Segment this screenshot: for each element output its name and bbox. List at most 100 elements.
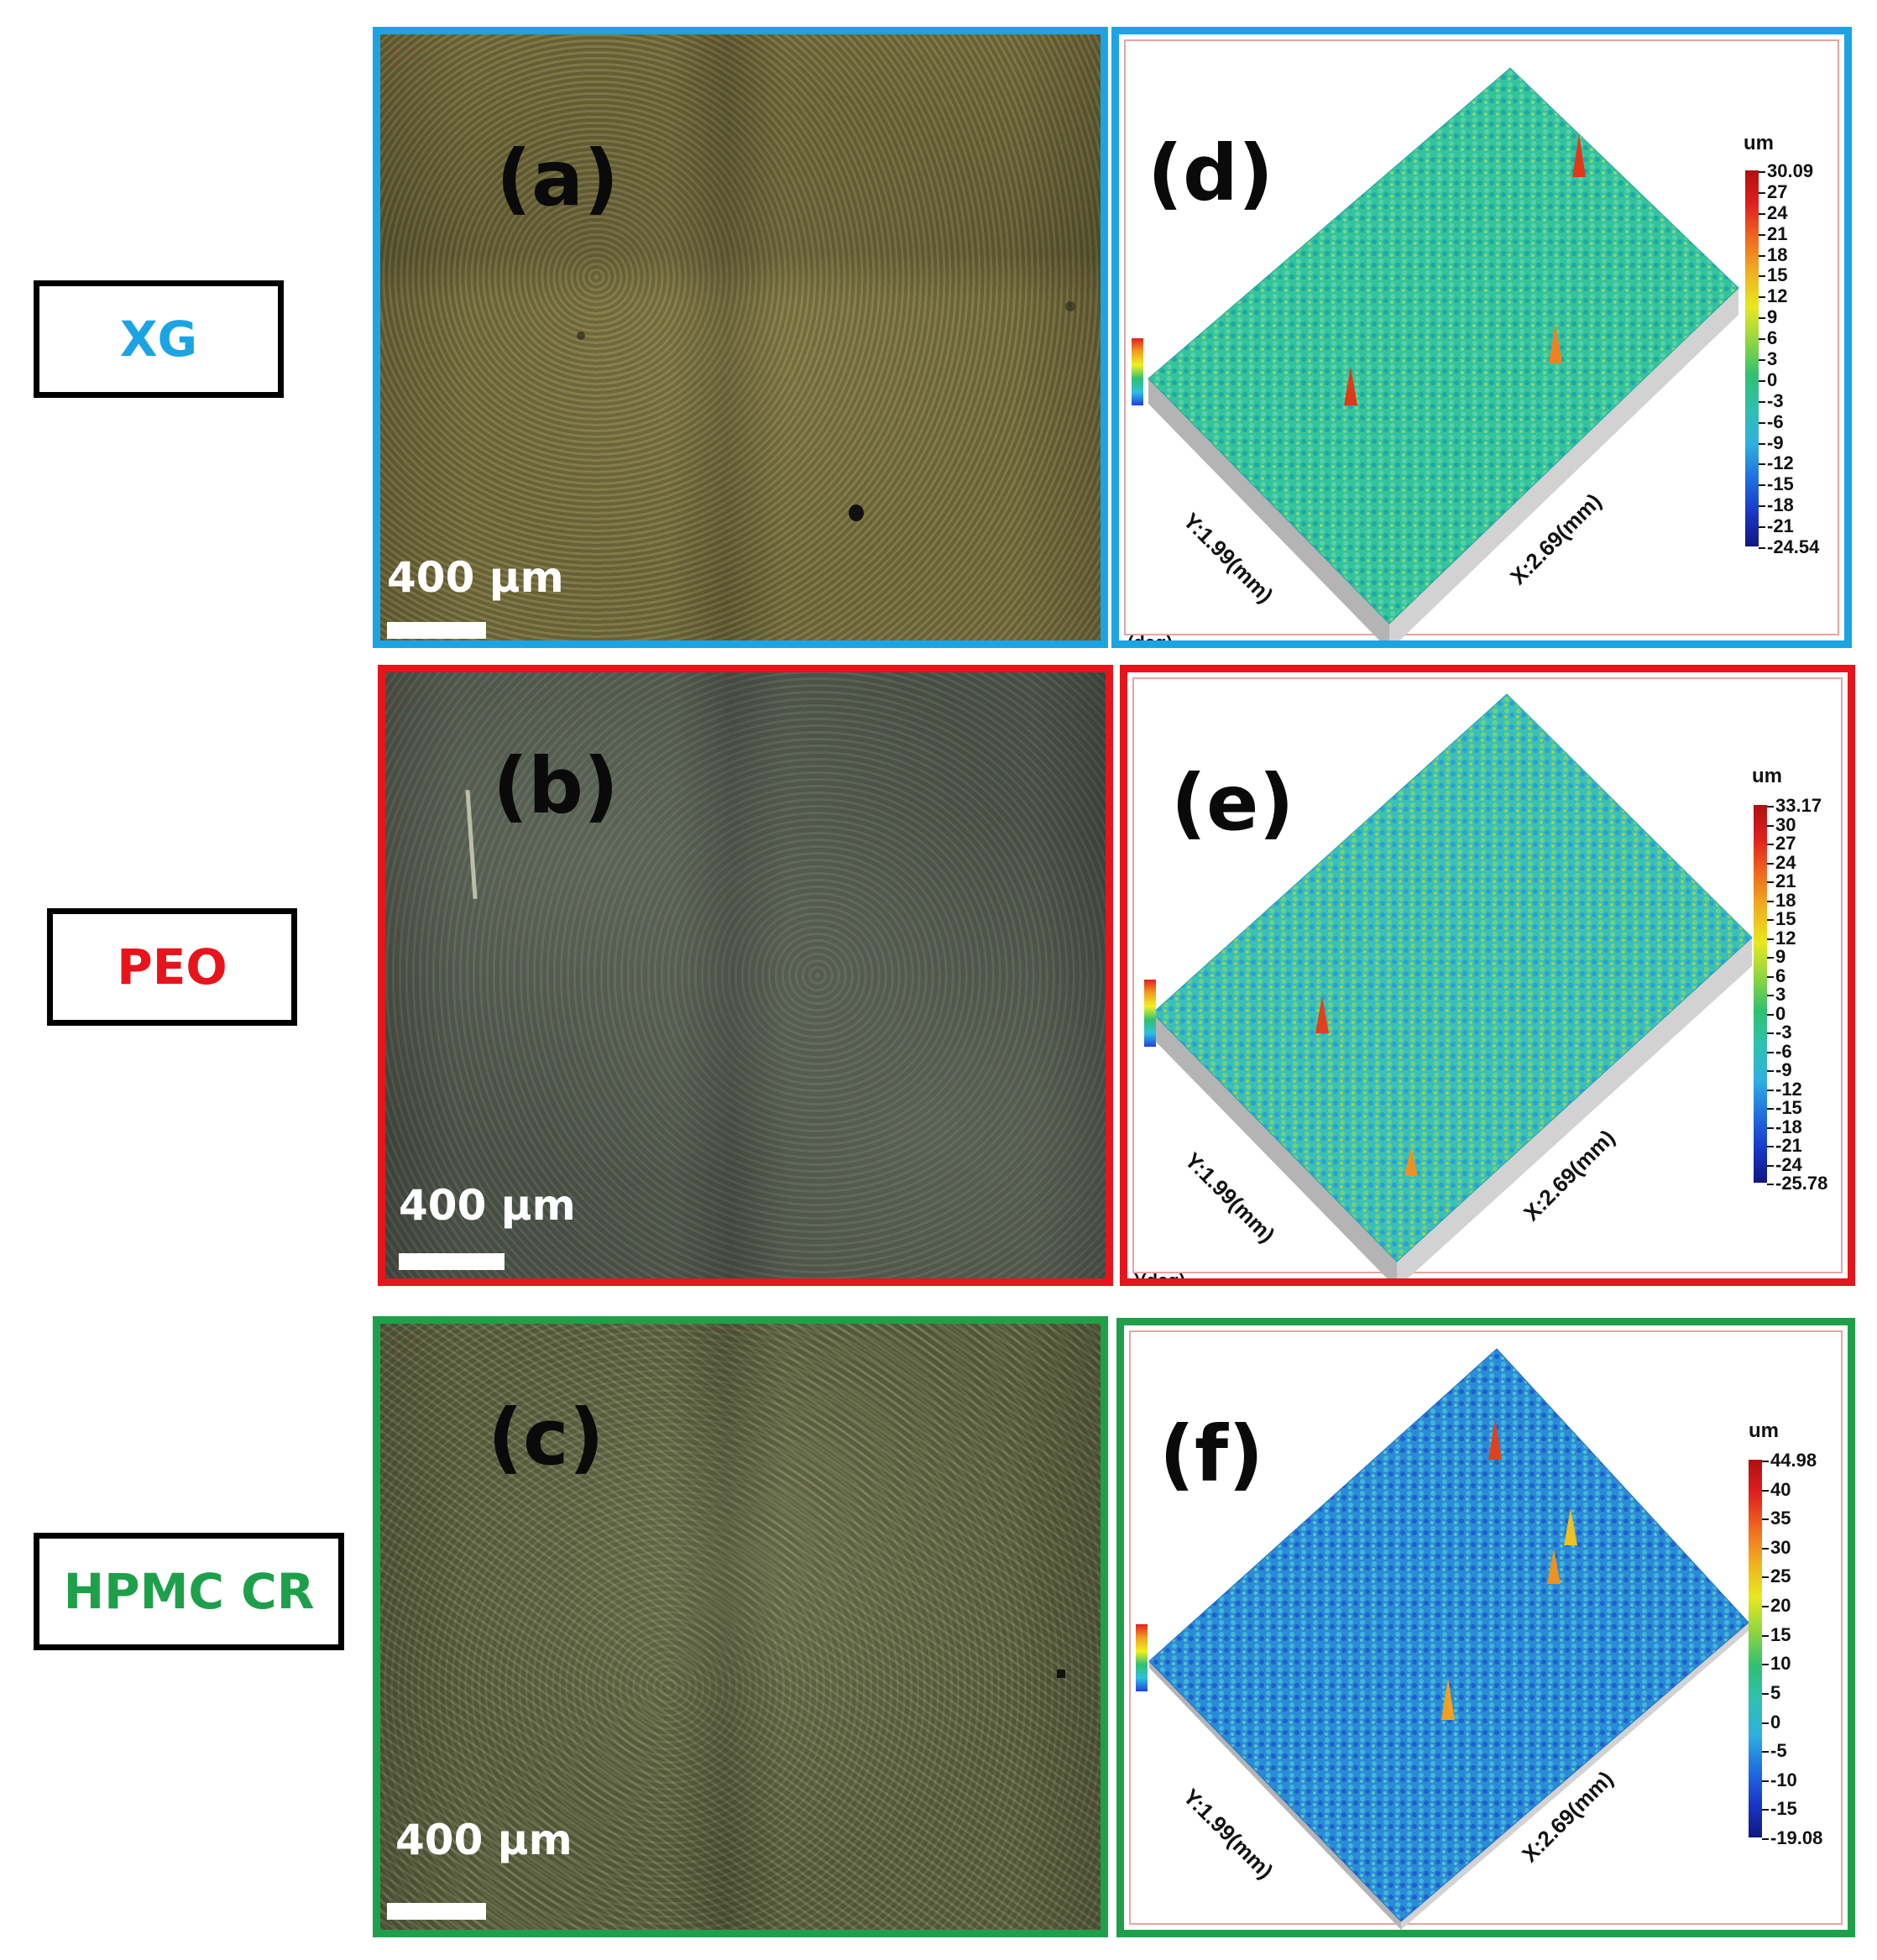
colorbar-tick-label: 15 — [1758, 264, 1788, 286]
colorbar-tick-label: 30 — [1766, 813, 1796, 835]
colorbar-tick-label: -5 — [1762, 1740, 1787, 1762]
colorbar-tick-label: -24.54 — [1758, 536, 1820, 557]
colorbar-tick-label: -9 — [1759, 431, 1784, 453]
sample-label-peo: PEO — [47, 908, 297, 1026]
plot-frame — [1132, 677, 1843, 1273]
colorbar-tick-label: 12 — [1758, 285, 1788, 307]
surface-side-left — [1148, 379, 1389, 640]
instrument-watermark: · · · · · · · · · · · · — [385, 1335, 426, 1361]
colorbar-tick-label: -15 — [1762, 1798, 1797, 1820]
scale-bar-label: 400 µm — [395, 1816, 573, 1864]
colorbar-tick-label: 27 — [1766, 833, 1796, 854]
surface-side-left — [1149, 1661, 1401, 1930]
colorbar-unit: um — [1749, 1419, 1779, 1442]
surface-peak — [1488, 1419, 1502, 1460]
surface-peak — [1564, 1508, 1577, 1545]
micrograph-b: · · · · · · · · · · · · · · · · · (b) 400 … — [378, 665, 1113, 1286]
colorbar-tick-label: -18 — [1759, 494, 1794, 516]
dark-particle — [577, 332, 585, 340]
surface-peak — [1549, 323, 1562, 363]
colorbar-tick-label: -19.08 — [1761, 1827, 1823, 1848]
colorbar-tick-label: -21 — [1759, 515, 1794, 537]
surface-plot — [1148, 67, 1739, 640]
panel-label: (f) — [1159, 1409, 1264, 1499]
colorbar-tick-label: -9 — [1767, 1059, 1792, 1080]
colorbar-tick-label: 0 — [1766, 1002, 1786, 1024]
panel-label: (b) — [493, 741, 619, 831]
colorbar-tick-label: 18 — [1766, 889, 1796, 911]
instrument-watermark: · · · · · · · — [699, 36, 759, 44]
sample-label-xg: XG — [34, 280, 284, 398]
colorbar-tick-label: 35 — [1761, 1508, 1791, 1529]
colorbar-tick-label: 3 — [1758, 348, 1778, 369]
surface-top — [1152, 693, 1753, 1262]
colorbar-tick-label: 30.09 — [1758, 160, 1814, 181]
colorbar-thumbnail — [1136, 1624, 1148, 1691]
colorbar-tick-label: 27 — [1758, 180, 1788, 202]
colorbar-tick-label: 24 — [1766, 851, 1796, 873]
sample-label-text: XG — [119, 311, 198, 368]
colorbar-tick-label: -12 — [1767, 1078, 1802, 1100]
sample-label-hpmc-cr: HPMC CR — [34, 1533, 344, 1650]
surface-peak — [1315, 996, 1329, 1033]
colorbar-tick-label: -15 — [1767, 1097, 1802, 1118]
panel-label: (c) — [488, 1393, 604, 1482]
micrograph-c: · · · · · · · · · · · · · · · · · · (c) 40… — [373, 1316, 1108, 1937]
profile-d: (d) um 30.09 27 24 21 18 15 12 9 6 3 0 -3 -6 -9 -12 -15… — [1111, 27, 1852, 648]
colorbar — [1754, 805, 1767, 1183]
dark-particle — [1065, 301, 1075, 311]
colorbar-tick-label: -15 — [1759, 473, 1794, 495]
plot-frame — [1129, 1330, 1843, 1925]
colorbar-tick-label: -10 — [1762, 1769, 1797, 1790]
colorbar-tick-label: 5 — [1761, 1681, 1781, 1703]
plot-frame — [1124, 39, 1839, 635]
scale-bar — [387, 1903, 486, 1920]
colorbar-tick-label: 6 — [1766, 964, 1786, 986]
colorbar-tick-label: 33.17 — [1766, 795, 1822, 816]
dark-particle — [1057, 1670, 1065, 1678]
colorbar-tick-label: 18 — [1758, 243, 1788, 265]
colorbar-unit: um — [1752, 765, 1782, 787]
colorbar-tick-label: 21 — [1766, 870, 1796, 891]
colorbar-tick-label: -18 — [1767, 1116, 1802, 1137]
colorbar-tick-label: 6 — [1758, 327, 1778, 349]
colorbar-tick-label: 44.98 — [1761, 1450, 1817, 1471]
scale-bar — [387, 622, 486, 639]
colorbar-tick-label: -6 — [1767, 1040, 1792, 1062]
surface-peak — [1344, 367, 1357, 405]
instrument-watermark: · · · · · · · · · · · · — [385, 46, 426, 71]
colorbar-tick-label: 30 — [1761, 1536, 1791, 1558]
surface-top — [1148, 67, 1739, 625]
instrument-watermark: · · · · · · · · · · · · — [390, 684, 431, 709]
micrograph-image — [385, 672, 1106, 1278]
colorbar-tick-label: 20 — [1761, 1595, 1791, 1617]
profile-f: (f) um 44.98 40 35 30 25 20 15 10 5 0 -5 -10 -15 -19.… — [1116, 1318, 1855, 1937]
colorbar-tick-label: 24 — [1758, 201, 1788, 223]
panel-label: (d) — [1148, 128, 1273, 218]
clipped-label: (deg) — [1127, 632, 1173, 648]
colorbar — [1745, 170, 1759, 546]
colorbar-tick-label: -6 — [1759, 410, 1784, 432]
colorbar-tick-label: 21 — [1758, 222, 1788, 244]
colorbar-tick-label: -25.78 — [1766, 1173, 1828, 1194]
micrograph-a: · · · · · · · · · · · · · · · · · · · (a) … — [373, 27, 1108, 648]
colorbar-tick-label: 9 — [1758, 306, 1778, 328]
surface-peak — [1572, 133, 1586, 177]
colorbar-tick-label: 12 — [1766, 927, 1796, 949]
colorbar-tick-label: -3 — [1759, 389, 1784, 411]
micrograph-image — [380, 1324, 1101, 1930]
panel-label: (e) — [1171, 758, 1294, 848]
surface-side-right — [1389, 288, 1738, 640]
colorbar-tick-label: 40 — [1761, 1478, 1791, 1500]
colorbar-tick-label: -21 — [1767, 1135, 1802, 1156]
surface-side-right — [1397, 938, 1752, 1278]
instrument-watermark: · · · · · · — [708, 1325, 758, 1334]
surface-peak — [1441, 1678, 1455, 1720]
instrument-watermark: · · · · · — [721, 674, 762, 682]
colorbar-tick-label: -24 — [1767, 1153, 1802, 1175]
colorbar-tick-label: -3 — [1767, 1022, 1792, 1043]
profile-e: (e) um 33.17 30 27 24 21 18 15 12 9 6 3 0 -3 -6 -9 -12-… — [1120, 665, 1855, 1286]
colorbar-thumbnail — [1144, 980, 1156, 1047]
colorbar-thumbnail — [1132, 338, 1143, 405]
panel-label: (a) — [496, 133, 620, 223]
